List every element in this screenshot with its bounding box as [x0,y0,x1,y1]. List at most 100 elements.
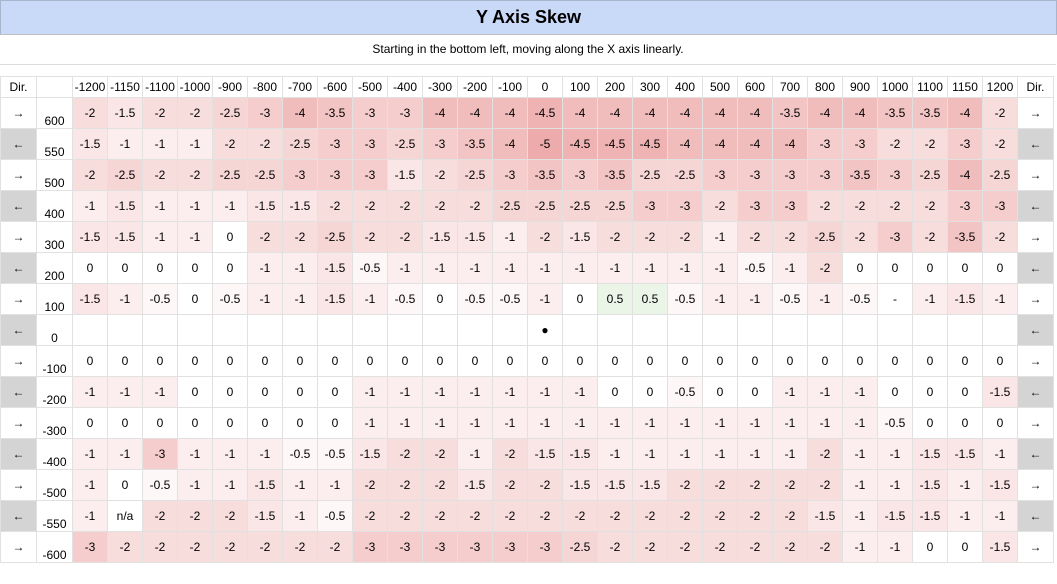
value-cell[interactable]: -1.5 [562,438,598,470]
value-cell[interactable]: -2 [562,500,598,532]
value-cell[interactable]: -1.5 [422,221,458,253]
value-cell[interactable]: 0 [877,345,913,377]
value-cell[interactable]: -1 [982,283,1018,315]
value-cell[interactable]: -2 [317,531,353,563]
value-cell[interactable]: -1 [247,283,283,315]
value-cell[interactable]: -2.5 [632,159,668,191]
value-cell[interactable]: -2 [667,221,703,253]
value-cell[interactable]: -2 [912,190,948,222]
value-cell[interactable]: -2.5 [387,128,423,160]
value-cell[interactable]: 0 [212,407,248,439]
value-cell[interactable]: 0 [177,376,213,408]
value-cell[interactable]: -4 [492,97,528,129]
value-cell[interactable]: -0.5 [737,252,773,284]
value-cell[interactable]: -1 [422,252,458,284]
value-cell[interactable]: -1 [807,283,843,315]
value-cell[interactable]: -2 [527,469,563,501]
value-cell[interactable]: -2 [352,190,388,222]
value-cell[interactable]: 0 [947,345,983,377]
value-cell[interactable]: -3 [387,531,423,563]
value-cell[interactable]: -1.5 [632,469,668,501]
value-cell[interactable]: 0 [422,283,458,315]
value-cell[interactable]: 0 [947,531,983,563]
value-cell[interactable]: -2.5 [562,190,598,222]
value-cell[interactable]: -2 [492,469,528,501]
value-cell[interactable]: -1.5 [912,438,948,470]
value-cell[interactable]: -1.5 [527,438,563,470]
value-cell[interactable]: -2 [387,190,423,222]
value-cell[interactable]: -2.5 [667,159,703,191]
value-cell[interactable]: -3 [772,159,808,191]
value-cell[interactable]: -3 [947,190,983,222]
value-cell[interactable]: -1 [492,252,528,284]
value-cell[interactable]: -3 [807,159,843,191]
value-cell[interactable]: -3 [72,531,108,563]
value-cell[interactable]: -2 [107,531,143,563]
value-cell[interactable]: -1 [177,190,213,222]
value-cell[interactable]: -1.5 [72,283,108,315]
value-cell[interactable]: -1 [422,407,458,439]
value-cell[interactable]: 0 [912,407,948,439]
value-cell[interactable]: -1 [702,438,738,470]
value-cell[interactable]: -1.5 [947,283,983,315]
value-cell[interactable]: -3 [142,438,178,470]
value-cell[interactable]: -2 [702,469,738,501]
value-cell[interactable]: -1.5 [107,190,143,222]
value-cell[interactable]: -2 [352,469,388,501]
value-cell[interactable]: -2 [737,531,773,563]
value-cell[interactable]: 0 [317,345,353,377]
value-cell[interactable]: -1 [632,407,668,439]
value-cell[interactable]: -1.5 [317,283,353,315]
value-cell[interactable]: -1 [387,407,423,439]
value-cell[interactable]: -2 [72,159,108,191]
value-cell[interactable]: -2 [807,438,843,470]
value-cell[interactable]: -1.5 [457,221,493,253]
value-cell[interactable]: -3 [317,159,353,191]
value-cell[interactable]: -3.5 [842,159,878,191]
value-cell[interactable]: -1 [422,376,458,408]
value-cell[interactable]: -3 [632,190,668,222]
value-cell[interactable]: 0 [912,252,948,284]
value-cell[interactable]: 0 [317,376,353,408]
value-cell[interactable]: 0 [107,469,143,501]
value-cell[interactable]: 0 [667,345,703,377]
value-cell[interactable]: -1 [387,252,423,284]
value-cell[interactable]: -1 [282,252,318,284]
value-cell[interactable]: 0 [177,252,213,284]
value-cell[interactable]: 0 [912,531,948,563]
value-cell[interactable]: -0.5 [142,283,178,315]
value-cell[interactable]: -4 [492,128,528,160]
value-cell[interactable]: -3 [737,190,773,222]
value-cell[interactable]: -1 [177,438,213,470]
value-cell[interactable]: -1 [667,407,703,439]
value-cell[interactable] [352,314,388,346]
value-cell[interactable]: -3 [667,190,703,222]
value-cell[interactable]: -1 [702,252,738,284]
value-cell[interactable]: 0 [352,345,388,377]
value-cell[interactable]: -2.5 [982,159,1018,191]
value-cell[interactable]: -3.5 [597,159,633,191]
value-cell[interactable]: -2 [702,190,738,222]
value-cell[interactable]: -2.5 [107,159,143,191]
value-cell[interactable]: -2 [912,221,948,253]
value-cell[interactable]: -3 [877,159,913,191]
value-cell[interactable]: -1 [527,283,563,315]
value-cell[interactable]: 0 [107,407,143,439]
value-cell[interactable]: -3 [282,159,318,191]
value-cell[interactable] [842,314,878,346]
value-cell[interactable]: -3 [352,128,388,160]
value-cell[interactable]: -0.5 [387,283,423,315]
value-cell[interactable]: -1 [107,283,143,315]
value-cell[interactable]: -1 [72,469,108,501]
value-cell[interactable]: -3 [982,190,1018,222]
value-cell[interactable]: -1 [772,376,808,408]
value-cell[interactable]: -1 [457,252,493,284]
value-cell[interactable]: -1 [212,438,248,470]
value-cell[interactable]: -1.5 [107,221,143,253]
value-cell[interactable]: -2 [807,469,843,501]
value-cell[interactable]: 0 [842,252,878,284]
value-cell[interactable]: -4 [702,97,738,129]
value-cell[interactable]: -0.5 [457,283,493,315]
value-cell[interactable]: -3 [737,159,773,191]
value-cell[interactable]: 0 [457,345,493,377]
